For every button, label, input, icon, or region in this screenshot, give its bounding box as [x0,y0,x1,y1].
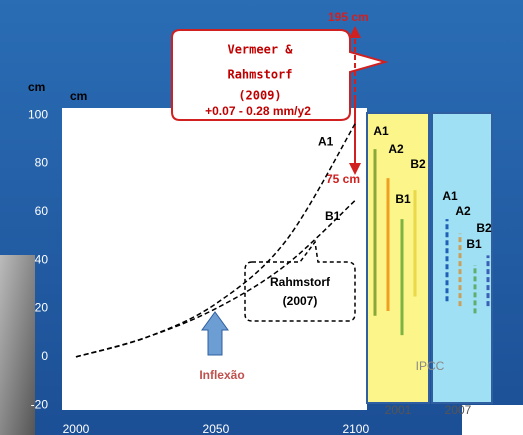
ipcc-bar-label: A2 [455,204,471,218]
y-tick-label: 20 [35,301,49,315]
callout-rate: +0.07 - 0.28 mm/y2 [205,104,311,118]
callout-text: (2009) [238,89,281,103]
ipcc-label: IPCC [416,359,445,373]
x-tick-label: 2050 [203,422,230,435]
callout-text: Rahmstorf [227,68,292,82]
ipcc-bar-label: A1 [442,189,458,203]
callout-text: Rahmstorf [270,275,331,289]
page: cm cm Vermeer & Rahmstorf (2009) +0.07 -… [0,0,523,435]
callout-text: (2007) [283,294,318,308]
ipcc-year: 2001 [385,403,412,417]
ipcc-bar-label: B2 [410,157,426,171]
y-tick-label: 40 [35,252,49,266]
y-tick-label: -20 [31,397,49,411]
callout-text: Vermeer & [227,43,293,57]
y-tick-label: 0 [41,349,48,363]
ipcc-year: 2007 [445,403,472,417]
chart: cm cm Vermeer & Rahmstorf (2009) +0.07 -… [0,0,523,435]
ipcc-bar-label: A2 [388,142,404,156]
ipcc-bar-label: A1 [373,124,389,138]
inflection-label: Inflexão [199,368,244,382]
y-tick-label: 80 [35,156,49,170]
series-label: B1 [325,209,341,223]
level-label: 75 cm [326,172,360,186]
plot-area [62,108,367,410]
level-label: 195 cm [328,10,369,24]
x-tick-label: 2100 [342,422,369,435]
series-label: A1 [318,135,334,149]
y-tick-label: 100 [28,107,48,121]
unit-label: cm [70,89,87,103]
y-tick-label: 60 [35,204,49,218]
ipcc-bar-label: B1 [395,192,411,206]
ipcc-bar-label: B1 [466,237,482,251]
x-tick-label: 2000 [63,422,90,435]
ipcc-bar-label: B2 [476,221,492,235]
unit-label: cm [28,80,45,94]
